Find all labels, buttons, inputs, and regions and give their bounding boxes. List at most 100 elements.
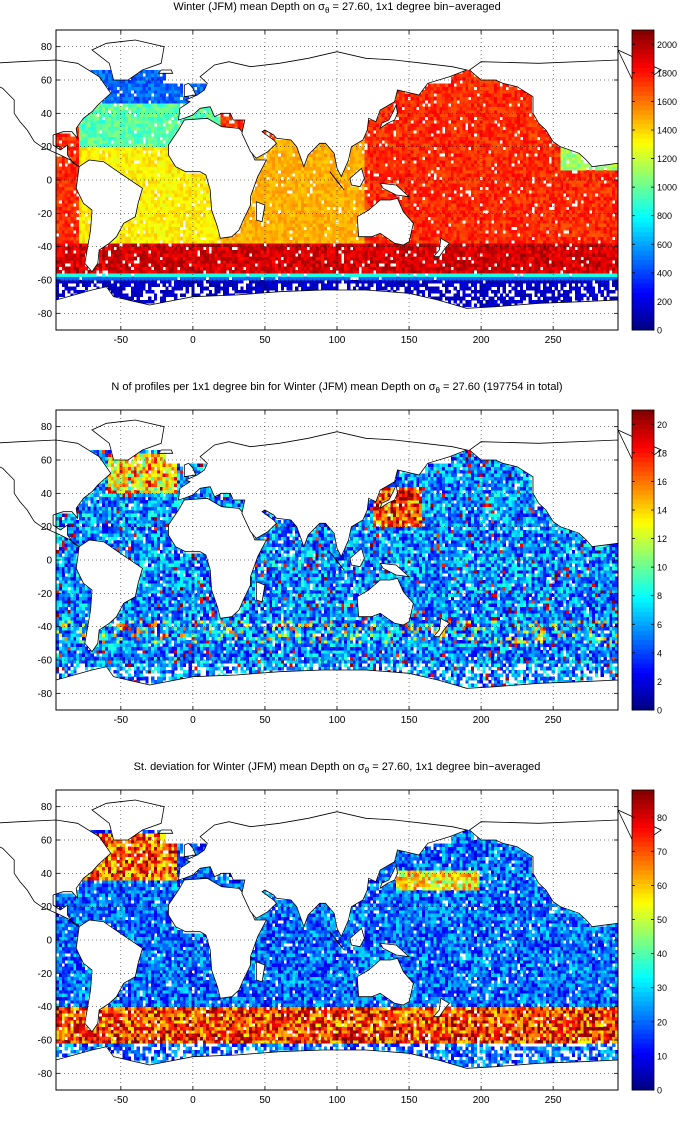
heatmap-cell (81, 150, 86, 154)
heatmap-cell (269, 250, 273, 254)
heatmap-cell (142, 213, 146, 217)
heatmap-cell (211, 220, 215, 224)
heatmap-cell (318, 270, 322, 274)
heatmap-cell (309, 246, 313, 251)
heatmap-cell (306, 176, 310, 181)
heatmap-cell (168, 256, 172, 261)
heatmap-cell (174, 86, 178, 91)
heatmap-cell (58, 196, 63, 201)
heatmap-cell (243, 290, 247, 294)
heatmap-cell (139, 216, 143, 221)
heatmap-cell (370, 176, 374, 181)
heatmap-cell (419, 253, 423, 257)
heatmap-cell (410, 93, 414, 97)
heatmap-cell (153, 116, 158, 121)
heatmap-cell (73, 223, 77, 227)
heatmap-cell (168, 273, 172, 277)
heatmap-cell (266, 263, 270, 267)
heatmap-cell (367, 200, 371, 204)
heatmap-cell (191, 280, 195, 284)
heatmap-cell (381, 146, 385, 151)
heatmap-cell (128, 223, 132, 227)
heatmap-cell (272, 250, 276, 254)
heatmap-cell (182, 193, 186, 197)
heatmap-cell (136, 220, 140, 224)
heatmap-cell (269, 246, 273, 251)
heatmap-cell (139, 220, 143, 224)
heatmap-cell (148, 96, 152, 101)
heatmap-cell (286, 206, 290, 211)
heatmap-cell (217, 236, 221, 241)
heatmap-cell (326, 216, 331, 221)
heatmap-cell (142, 196, 146, 201)
heatmap-cell (104, 160, 109, 164)
heatmap-cell (168, 110, 172, 114)
heatmap-cell (122, 250, 126, 254)
heatmap-cell (309, 213, 313, 217)
heatmap-cell (387, 116, 391, 121)
heatmap-cell (122, 256, 126, 261)
heatmap-cell (58, 136, 63, 141)
heatmap-cell (93, 116, 97, 121)
heatmap-cell (347, 180, 351, 184)
heatmap-cell (197, 230, 201, 234)
heatmap-cell (303, 196, 308, 201)
heatmap-cell (344, 280, 348, 284)
heatmap-cell (136, 223, 140, 227)
heatmap-cell (125, 136, 129, 141)
heatmap-cell (116, 156, 120, 161)
heatmap-cell (220, 123, 224, 127)
heatmap-cell (162, 270, 166, 274)
heatmap-cell (110, 246, 114, 251)
heatmap-cell (165, 223, 169, 227)
heatmap-cell (159, 266, 163, 271)
heatmap-cell (179, 243, 184, 247)
heatmap-cell (384, 270, 388, 274)
heatmap-cell (130, 226, 135, 231)
heatmap-cell (352, 246, 357, 251)
heatmap-cell (122, 140, 126, 144)
heatmap-cell (246, 216, 250, 221)
heatmap-cell (275, 210, 279, 214)
heatmap-cell (188, 220, 192, 224)
heatmap-cell (254, 250, 259, 254)
heatmap-cell (139, 126, 143, 131)
heatmap-cell (263, 230, 267, 234)
heatmap-cell (151, 86, 155, 91)
heatmap-cell (344, 173, 348, 177)
heatmap-cell (298, 270, 302, 274)
heatmap-cell (142, 116, 146, 121)
heatmap-cell (321, 243, 325, 247)
heatmap-cell (275, 286, 279, 291)
heatmap-cell (286, 226, 290, 231)
heatmap-cell (404, 133, 408, 137)
heatmap-cell (64, 276, 68, 281)
heatmap-cell (133, 226, 137, 231)
heatmap-cell (309, 286, 313, 291)
heatmap-cell (326, 186, 331, 191)
heatmap-cell (153, 133, 158, 137)
heatmap-cell (312, 236, 316, 241)
heatmap-cell (381, 180, 385, 184)
heatmap-cell (260, 240, 264, 244)
heatmap-cell (125, 293, 129, 297)
heatmap-cell (130, 110, 135, 114)
heatmap-cell (416, 263, 420, 267)
heatmap-cell (286, 266, 290, 271)
heatmap-cell (260, 243, 264, 247)
heatmap-cell (289, 263, 293, 267)
heatmap-cell (335, 173, 339, 177)
heatmap-cell (407, 133, 411, 137)
heatmap-cell (275, 206, 279, 211)
heatmap-cell (159, 273, 163, 277)
heatmap-cell (332, 193, 336, 197)
heatmap-cell (67, 233, 71, 237)
heatmap-cell (309, 153, 313, 157)
heatmap-cell (93, 153, 97, 157)
heatmap-cell (295, 286, 299, 291)
heatmap-cell (159, 300, 163, 304)
heatmap-cell (413, 240, 417, 244)
heatmap-cell (191, 250, 195, 254)
heatmap-cell (257, 176, 261, 181)
heatmap-cell (56, 186, 60, 191)
